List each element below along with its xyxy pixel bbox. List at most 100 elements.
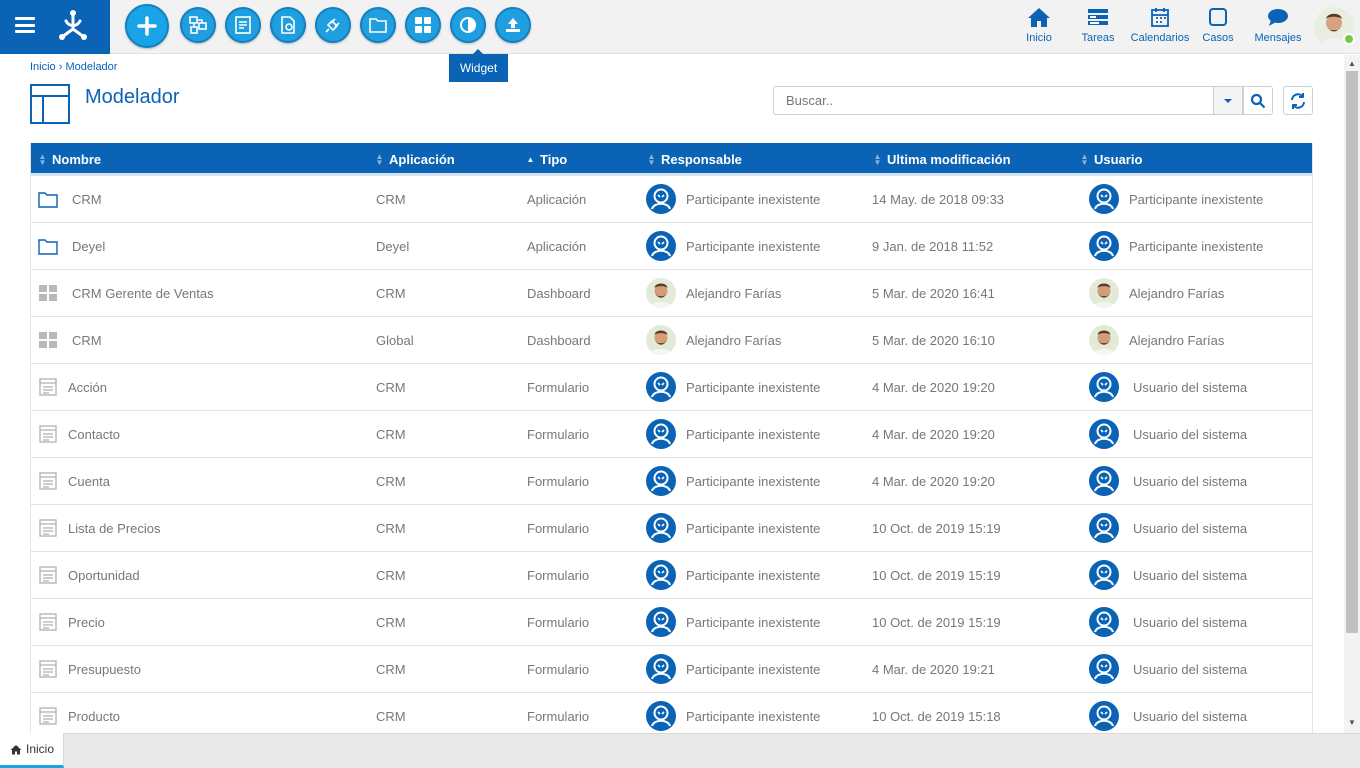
column-header-nombre[interactable]: ▲ ▼ Nombre xyxy=(38,152,102,167)
widget-button[interactable] xyxy=(450,7,486,43)
cell-aplicacion: CRM xyxy=(376,191,406,207)
search-icon xyxy=(1250,93,1266,108)
breadcrumb-current: Modelador xyxy=(65,61,118,73)
nav-mensajes-label: Mensajes xyxy=(1254,32,1302,44)
scrollbar-thumb[interactable] xyxy=(1346,71,1358,633)
cell-modificacion: 4 Mar. de 2020 19:20 xyxy=(872,426,995,442)
cell-aplicacion: CRM xyxy=(376,426,406,442)
generic-user-avatar xyxy=(1089,701,1119,731)
generic-user-avatar xyxy=(1089,466,1119,496)
refresh-button[interactable] xyxy=(1283,86,1313,115)
page-title: Modelador xyxy=(85,86,180,108)
nav-casos[interactable]: Casos xyxy=(1201,6,1235,50)
generic-user-avatar xyxy=(646,513,676,543)
scroll-down-arrow[interactable]: ▼ xyxy=(1348,718,1356,727)
menu-icon[interactable] xyxy=(15,17,35,33)
dashboards-button[interactable] xyxy=(405,7,441,43)
form-icon xyxy=(38,518,58,538)
generic-user-avatar xyxy=(646,372,676,402)
table-row[interactable]: CRM Gerente de Ventas CRM Dashboard Alej… xyxy=(31,270,1312,317)
forms-button[interactable] xyxy=(225,7,261,43)
search-dropdown[interactable] xyxy=(1213,86,1243,115)
table-row[interactable]: Acción CRM Formulario Participante inexi… xyxy=(31,364,1312,411)
nav-tareas[interactable]: Tareas xyxy=(1081,6,1115,50)
relations-button[interactable] xyxy=(180,7,216,43)
table-row[interactable]: Presupuesto CRM Formulario Participante … xyxy=(31,646,1312,693)
generic-user-avatar xyxy=(646,184,676,214)
generic-user-avatar xyxy=(646,654,676,684)
user-photo-avatar xyxy=(1089,278,1119,308)
cell-nombre[interactable]: Producto xyxy=(68,708,121,724)
column-header-label: Tipo xyxy=(540,152,568,167)
search-input[interactable] xyxy=(773,86,1214,115)
connections-button[interactable] xyxy=(315,7,351,43)
form-icon xyxy=(38,377,58,397)
generic-user-avatar xyxy=(646,560,676,590)
add-button[interactable] xyxy=(125,4,169,48)
sort-ascending-icon: ▲ xyxy=(526,154,535,164)
home-icon xyxy=(10,744,22,754)
cell-modificacion: 5 Mar. de 2020 16:10 xyxy=(872,332,995,348)
cell-nombre[interactable]: CRM xyxy=(72,332,102,348)
scroll-up-arrow[interactable]: ▲ xyxy=(1348,59,1356,68)
cell-aplicacion: CRM xyxy=(376,520,406,536)
cell-nombre[interactable]: Lista de Precios xyxy=(68,520,161,536)
table-row[interactable]: Producto CRM Formulario Participante ine… xyxy=(31,693,1312,740)
cell-responsable: Participante inexistente xyxy=(686,708,821,724)
table-row[interactable]: CRM Global Dashboard Alejandro Farías 5 … xyxy=(31,317,1312,364)
cell-responsable: Participante inexistente xyxy=(686,520,821,536)
cell-tipo: Dashboard xyxy=(527,285,591,301)
column-header-modificacion[interactable]: ▲ ▼ Ultima modificación xyxy=(873,152,1011,167)
table-row[interactable]: Precio CRM Formulario Participante inexi… xyxy=(31,599,1312,646)
generic-user-avatar xyxy=(1089,654,1119,684)
column-header-label: Usuario xyxy=(1094,152,1143,167)
cell-responsable: Participante inexistente xyxy=(686,614,821,630)
nav-inicio[interactable]: Inicio xyxy=(1022,6,1056,50)
nav-mensajes[interactable]: Mensajes xyxy=(1253,6,1303,50)
logo-icon[interactable] xyxy=(56,9,90,43)
folder-icon xyxy=(38,189,58,209)
cell-usuario: Usuario del sistema xyxy=(1133,426,1248,442)
cell-nombre[interactable]: Acción xyxy=(68,379,108,395)
cell-usuario: Usuario del sistema xyxy=(1133,567,1248,583)
cell-nombre[interactable]: Precio xyxy=(68,614,105,630)
column-header-aplicacion[interactable]: ▲ ▼ Aplicación xyxy=(375,152,455,167)
cell-aplicacion: CRM xyxy=(376,661,406,677)
cell-modificacion: 4 Mar. de 2020 19:20 xyxy=(872,473,995,489)
table-row[interactable]: Oportunidad CRM Formulario Participante … xyxy=(31,552,1312,599)
cell-nombre[interactable]: Deyel xyxy=(72,238,106,254)
column-header-tipo[interactable]: ▲ Tipo xyxy=(526,152,568,167)
cell-tipo: Formulario xyxy=(527,426,590,442)
search-button[interactable] xyxy=(1243,86,1273,115)
document-gear-icon xyxy=(281,16,295,34)
widget-tooltip: Widget xyxy=(449,49,508,82)
modeler-table: ▲ ▼ Nombre ▲ ▼ Aplicación ▲ Tipo ▲ ▼ Responsabl… xyxy=(30,143,1313,740)
cell-nombre[interactable]: Oportunidad xyxy=(68,567,140,583)
upload-button[interactable] xyxy=(495,7,531,43)
user-photo-avatar xyxy=(646,278,676,308)
folders-button[interactable] xyxy=(360,7,396,43)
cell-nombre[interactable]: CRM Gerente de Ventas xyxy=(72,285,214,301)
modeler-icon xyxy=(30,84,70,124)
table-row[interactable]: Deyel Deyel Aplicación Participante inex… xyxy=(31,223,1312,270)
cell-tipo: Formulario xyxy=(527,708,590,724)
table-row[interactable]: Cuenta CRM Formulario Participante inexi… xyxy=(31,458,1312,505)
breadcrumb-home[interactable]: Inicio xyxy=(30,61,56,73)
table-row[interactable]: CRM CRM Aplicación Participante inexiste… xyxy=(31,176,1312,223)
rules-button[interactable] xyxy=(270,7,306,43)
tab-inicio[interactable]: Inicio xyxy=(0,733,64,768)
cell-nombre[interactable]: Contacto xyxy=(68,426,121,442)
nav-calendarios[interactable]: Calendarios xyxy=(1129,6,1191,50)
cell-nombre[interactable]: Presupuesto xyxy=(68,661,141,677)
case-icon xyxy=(1209,8,1227,26)
column-header-responsable[interactable]: ▲ ▼ Responsable xyxy=(647,152,742,167)
column-header-usuario[interactable]: ▲ ▼ Usuario xyxy=(1080,152,1143,167)
generic-user-avatar xyxy=(646,231,676,261)
cell-nombre[interactable]: CRM xyxy=(72,191,102,207)
table-row[interactable]: Contacto CRM Formulario Participante ine… xyxy=(31,411,1312,458)
cell-nombre[interactable]: Cuenta xyxy=(68,473,110,489)
table-row[interactable]: Lista de Precios CRM Formulario Particip… xyxy=(31,505,1312,552)
cell-usuario: Usuario del sistema xyxy=(1133,661,1248,677)
cell-modificacion: 10 Oct. de 2019 15:19 xyxy=(872,520,1001,536)
cell-tipo: Aplicación xyxy=(527,238,587,254)
